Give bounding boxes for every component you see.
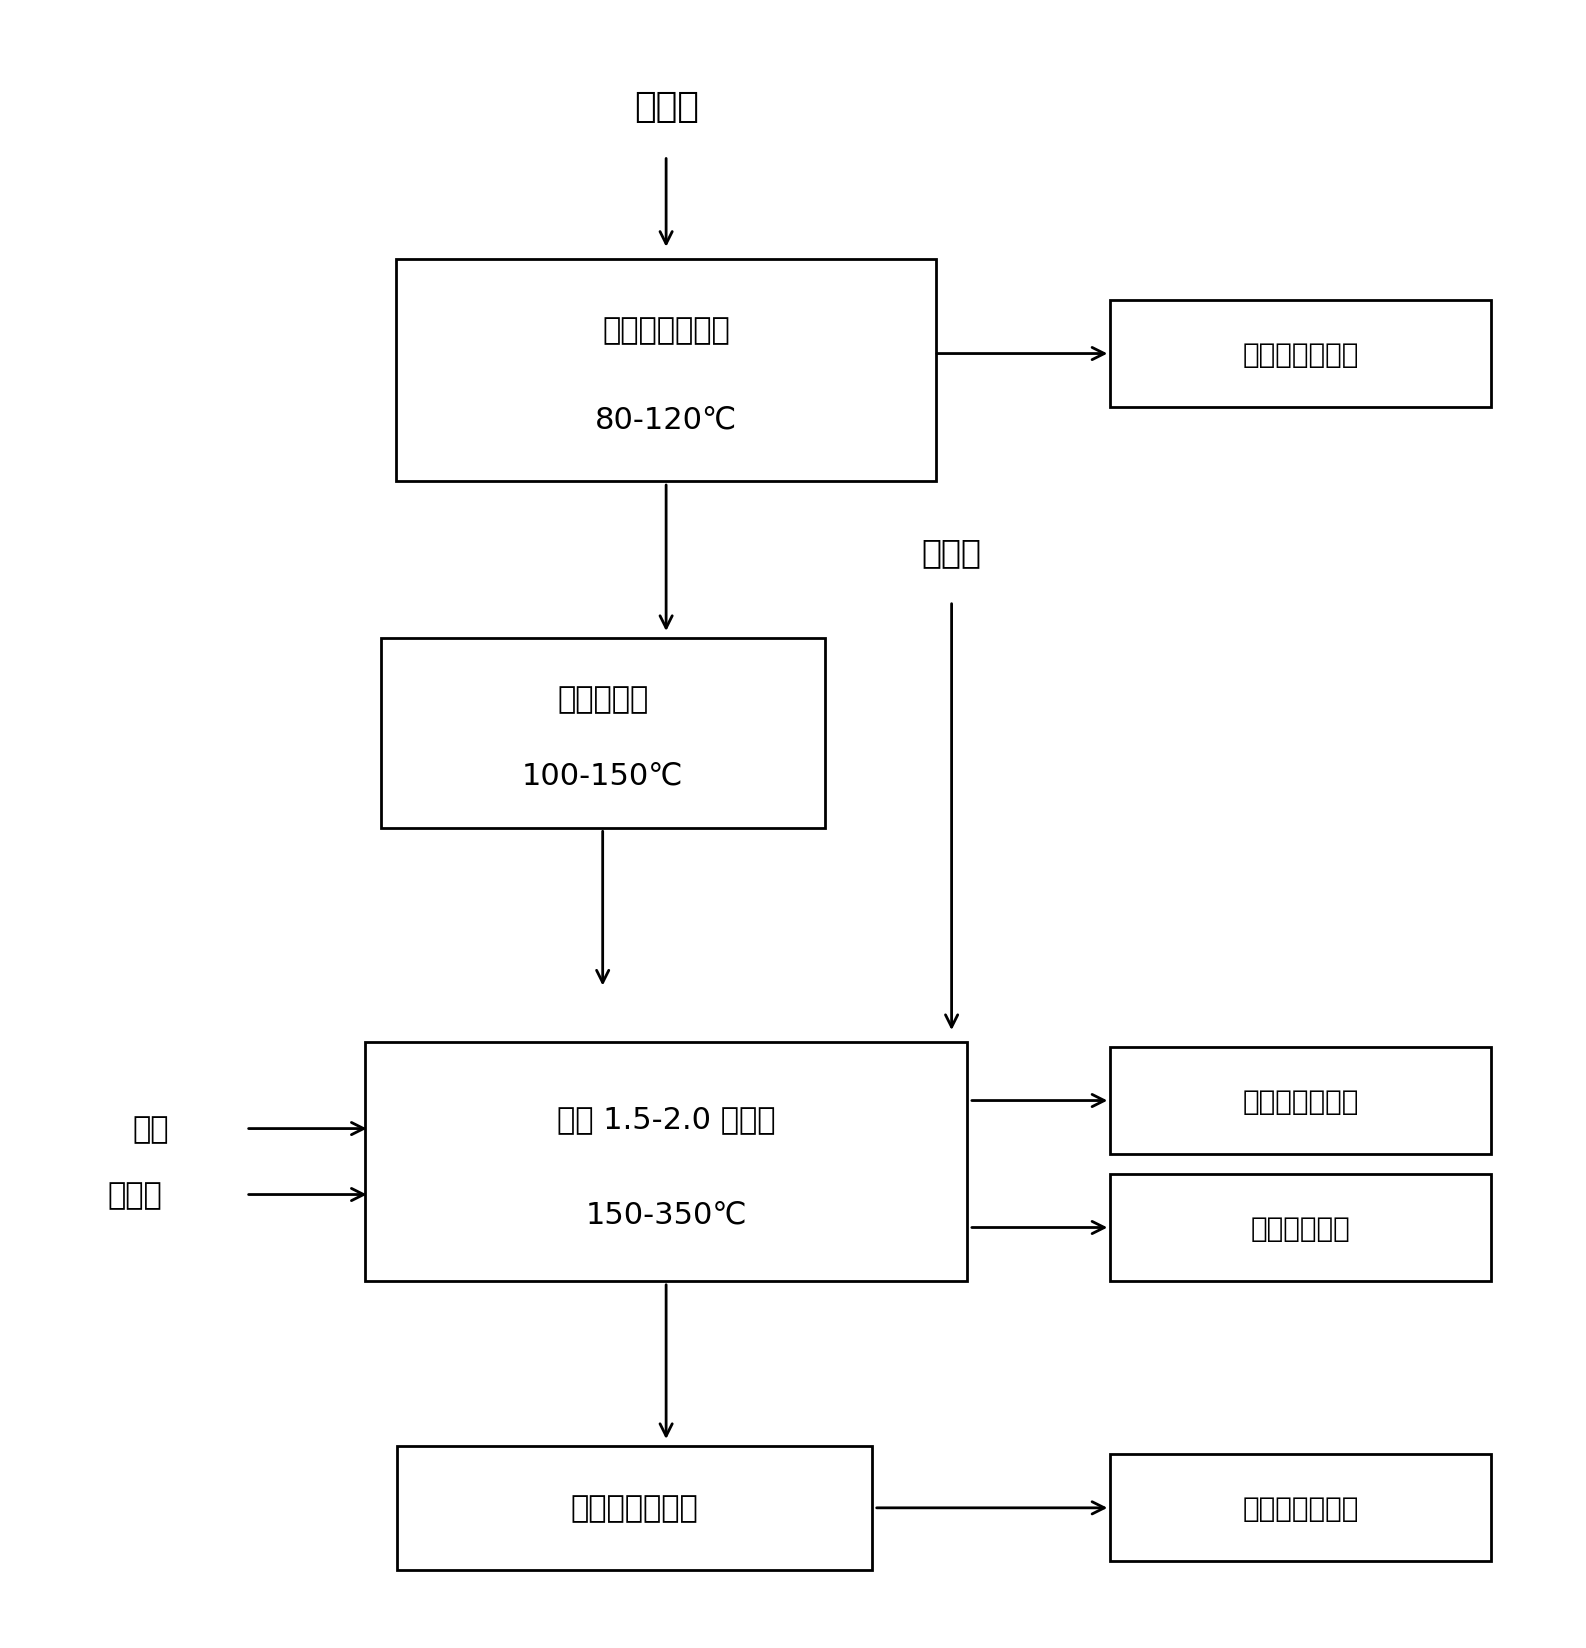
Bar xyxy=(396,1447,872,1569)
Text: 水空气排出装置: 水空气排出装置 xyxy=(1242,1088,1359,1114)
Text: 回水氯化镁: 回水氯化镁 xyxy=(557,686,649,714)
Text: 微波能: 微波能 xyxy=(921,536,982,569)
Text: 150-350℃: 150-350℃ xyxy=(585,1200,747,1229)
Text: 80-120℃: 80-120℃ xyxy=(595,405,737,433)
Bar xyxy=(1110,300,1491,407)
Bar xyxy=(1110,1173,1491,1282)
Text: 100-150℃: 100-150℃ xyxy=(522,761,684,789)
Bar xyxy=(1110,1048,1491,1154)
Text: 氯化气回收装置: 氯化气回收装置 xyxy=(1242,1495,1359,1521)
Bar xyxy=(381,638,825,827)
Bar xyxy=(365,1043,967,1282)
Text: 微波能: 微波能 xyxy=(634,91,698,124)
Text: 含水 1.5-2.0 氯化镁: 含水 1.5-2.0 氯化镁 xyxy=(557,1104,776,1134)
Text: 产品无水氯化镁: 产品无水氯化镁 xyxy=(571,1493,698,1523)
Text: 氯气: 氯气 xyxy=(132,1114,170,1144)
Bar xyxy=(1110,1454,1491,1562)
Text: 氯气回收装置: 氯气回收装置 xyxy=(1251,1215,1350,1241)
Text: 脱水剂: 脱水剂 xyxy=(108,1180,162,1210)
Bar xyxy=(396,259,936,481)
Text: 水蒸汽排出装置: 水蒸汽排出装置 xyxy=(1242,341,1359,368)
Text: 原料六水氯化镁: 原料六水氯化镁 xyxy=(603,316,730,344)
